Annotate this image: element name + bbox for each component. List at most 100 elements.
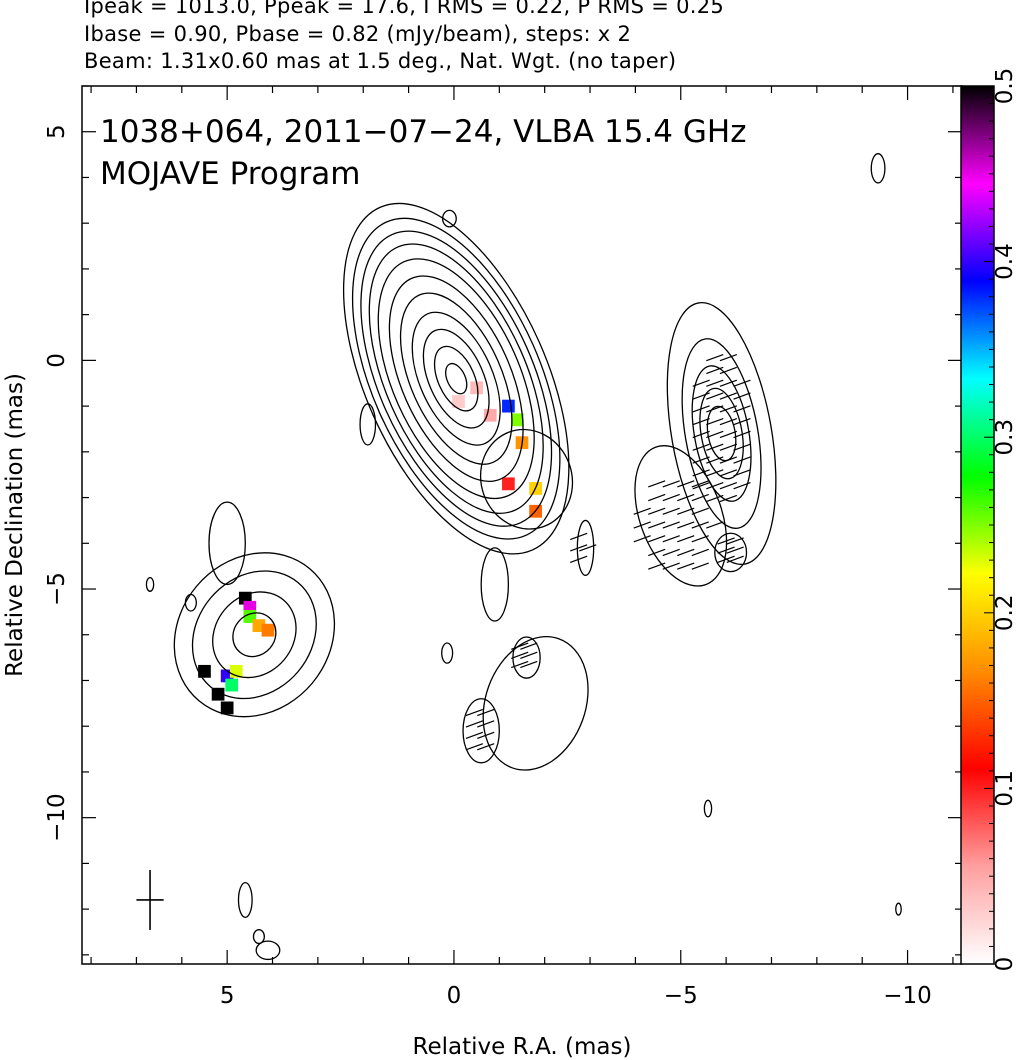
chart-title: 1038+064, 2011−07−24, VLBA 15.4 GHz xyxy=(100,114,746,150)
evpa-vector xyxy=(692,443,710,451)
small-contour xyxy=(252,929,266,945)
evpa-vector xyxy=(677,562,695,570)
x-tick-label: −10 xyxy=(883,983,932,1009)
evpa-vector xyxy=(719,392,738,400)
evpa-vector xyxy=(719,379,738,387)
evpa-vector xyxy=(706,482,724,490)
polarization-pixel xyxy=(198,664,211,678)
small-contour xyxy=(895,902,902,916)
evpa-vector xyxy=(692,405,710,413)
evpa-vector xyxy=(570,555,588,563)
evpa-vector xyxy=(692,469,710,477)
small-contour xyxy=(359,403,377,446)
evpa-vector xyxy=(691,562,709,570)
evpa-vector xyxy=(662,562,680,570)
evpa-vector xyxy=(726,546,744,554)
polarization-pixel xyxy=(261,623,275,637)
evpa-vector xyxy=(465,708,484,717)
core-contour xyxy=(411,311,501,446)
evpa-vector xyxy=(662,507,680,515)
small-contour xyxy=(703,799,713,818)
evpa-vector xyxy=(648,521,666,529)
x-tick-label: 0 xyxy=(447,983,462,1009)
evpa-vector xyxy=(677,507,695,515)
evpa-vector xyxy=(706,353,724,362)
polarization-pixel xyxy=(220,701,234,715)
evpa-vector xyxy=(511,642,529,650)
evpa-vector xyxy=(717,546,735,554)
colorbar-tick-label: 0.5 xyxy=(992,68,1018,105)
core-contour xyxy=(377,258,535,500)
evpa-vector xyxy=(662,480,680,488)
jet-extension-contour xyxy=(479,428,574,530)
evpa-vector xyxy=(520,651,538,659)
evpa-vector xyxy=(465,731,484,740)
polarization-pixel xyxy=(470,381,483,395)
evpa-vector xyxy=(677,493,695,502)
evpa-vector xyxy=(733,379,751,387)
evpa-vector xyxy=(719,494,738,503)
evpa-vector xyxy=(706,521,724,529)
colorbar xyxy=(960,85,995,965)
evpa-vector xyxy=(691,480,709,488)
evpa-vector xyxy=(719,353,738,362)
evpa-vector xyxy=(706,366,724,375)
evpa-vector xyxy=(719,418,738,426)
y-axis-label: Relative Declination (mas) xyxy=(2,373,28,677)
evpa-vector xyxy=(719,405,738,413)
evpa-vector xyxy=(662,493,680,502)
header-line-2: Ibase = 0.90, Pbase = 0.82 (mJy/beam), s… xyxy=(84,22,632,46)
colorbar-tick-label: 0.4 xyxy=(992,243,1018,280)
core-contour xyxy=(399,292,513,465)
colorbar-gradient xyxy=(960,85,995,965)
right-knot-contour xyxy=(706,405,737,462)
evpa-vector xyxy=(662,548,680,557)
polarization-pixel xyxy=(211,687,225,701)
polarization-pixel xyxy=(502,477,515,491)
left-knot-contour xyxy=(191,570,317,700)
core-contour xyxy=(433,345,479,412)
small-contour xyxy=(870,153,886,184)
fractional-polarization-pixels xyxy=(198,381,542,715)
evpa-vector xyxy=(706,494,724,503)
polarization-pixel xyxy=(502,399,515,413)
evpa-vector xyxy=(691,507,709,515)
evpa-vector xyxy=(691,493,709,502)
evpa-vector xyxy=(662,521,680,529)
small-contour xyxy=(184,593,197,612)
evpa-vector xyxy=(465,720,484,728)
evpa-vector xyxy=(648,507,666,515)
beam-marker xyxy=(136,870,164,930)
evpa-vector xyxy=(719,482,738,490)
evpa-vector xyxy=(706,443,724,451)
evpa-vector xyxy=(706,405,724,413)
right-knot-contour xyxy=(681,338,762,529)
evpa-vector xyxy=(733,418,751,426)
colorbar-tick-label: 0.2 xyxy=(992,595,1018,632)
colorbar-tick-label: 0 xyxy=(992,957,1018,972)
bottom-lobe-inner-contour xyxy=(462,698,500,764)
evpa-vector xyxy=(706,456,724,464)
evpa-vector xyxy=(733,430,751,439)
evpa-vectors xyxy=(465,353,751,751)
evpa-vector xyxy=(511,651,529,659)
evpa-vector xyxy=(733,392,751,400)
colorbar-tick-label: 0.3 xyxy=(992,419,1018,456)
evpa-vector xyxy=(691,548,709,557)
evpa-vector xyxy=(677,480,695,488)
evpa-vector xyxy=(692,456,710,464)
evpa-vector xyxy=(677,535,695,543)
evpa-vector xyxy=(677,521,695,529)
polarization-pixel xyxy=(225,678,239,692)
evpa-vector xyxy=(719,443,738,451)
small-contour xyxy=(208,501,246,586)
evpa-vector xyxy=(691,521,709,529)
core-contour xyxy=(422,328,490,429)
right-knot-contour xyxy=(666,302,777,566)
evpa-vector xyxy=(633,507,651,515)
small-contour xyxy=(714,532,748,573)
evpa-vector xyxy=(477,743,495,751)
evpa-vector xyxy=(706,418,724,426)
evpa-vector xyxy=(520,660,538,669)
